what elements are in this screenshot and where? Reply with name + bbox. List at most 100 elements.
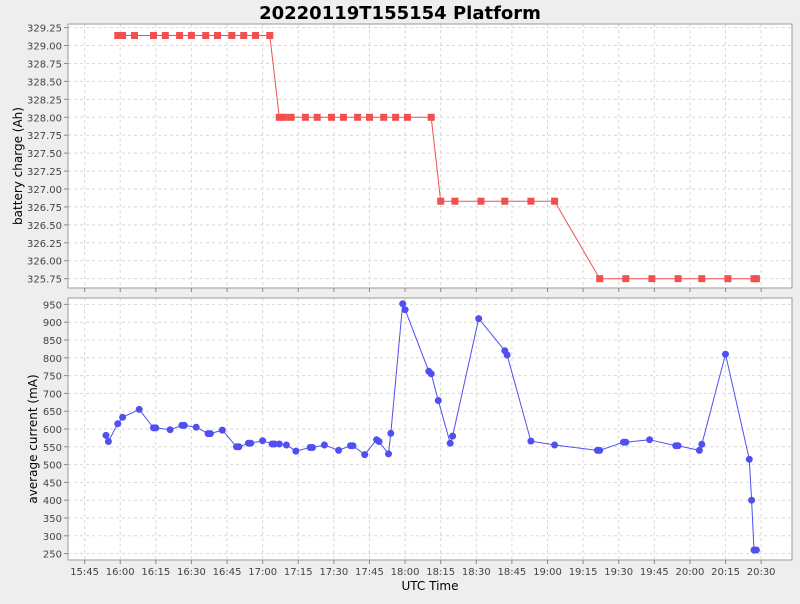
top-data-point [622, 275, 630, 283]
x-tick-label: 19:45 [640, 567, 669, 578]
bottom-y-tick-label: 550 [43, 443, 62, 454]
top-y-tick-label: 328.25 [27, 95, 62, 106]
x-tick-label: 18:45 [497, 567, 526, 578]
top-data-point [119, 32, 127, 39]
bottom-data-point [309, 444, 316, 451]
x-tick-label: 18:00 [391, 567, 420, 578]
top-data-point [674, 275, 682, 283]
top-y-tick-label: 328.75 [27, 59, 62, 70]
bottom-data-point [320, 441, 328, 449]
bottom-data-point [449, 432, 457, 440]
top-data-point [275, 113, 283, 121]
x-tick-label: 20:00 [676, 567, 705, 578]
x-tick-label: 19:15 [569, 567, 598, 578]
top-data-point [477, 197, 485, 205]
bottom-data-point [259, 437, 267, 445]
bottom-data-point [475, 315, 483, 323]
bottom-y-tick-label: 400 [43, 496, 62, 507]
top-data-point [313, 113, 321, 121]
top-y-tick-label: 326.50 [27, 221, 62, 232]
bottom-data-point [551, 441, 559, 449]
x-tick-label: 16:45 [213, 567, 242, 578]
bottom-y-tick-label: 950 [43, 300, 62, 311]
top-data-point [403, 113, 411, 121]
bottom-plot-border [67, 297, 793, 561]
top-data-point [228, 32, 236, 39]
top-y-tick-label: 326.75 [27, 203, 62, 214]
x-tick-label: 16:00 [106, 567, 135, 578]
top-y-tick-label: 327.00 [27, 185, 62, 196]
bottom-data-point [275, 440, 283, 448]
bottom-data-point [375, 438, 383, 445]
bottom-data-point [622, 438, 630, 446]
top-y-tick-label: 328.00 [27, 113, 62, 124]
bottom-y-tick-label: 300 [43, 532, 62, 543]
top-data-point [328, 113, 335, 121]
top-y-axis-label: battery charge (Ah) [11, 107, 25, 225]
bottom-data-point [674, 442, 682, 450]
bottom-data-point [385, 450, 392, 458]
top-data-point [451, 197, 459, 205]
bottom-data-point [349, 442, 357, 450]
bottom-y-tick-label: 850 [43, 336, 62, 347]
top-panel-battery-charge: 325.75 326.00 326.25 326.50 326.75 327.00 327.… [27, 23, 793, 292]
bottom-data-point [722, 350, 729, 358]
bottom-data-point [166, 426, 174, 434]
bottom-data-point [427, 370, 435, 378]
top-data-point [551, 197, 559, 205]
x-tick-label: 17:15 [284, 567, 313, 578]
top-data-point [131, 32, 138, 39]
bottom-data-point [206, 430, 214, 438]
top-data-point [752, 275, 760, 283]
top-data-point [648, 275, 656, 283]
x-tick-label: 17:00 [248, 567, 277, 578]
top-plot-area [68, 24, 792, 288]
top-y-tick-label: 329.00 [27, 42, 62, 53]
bottom-data-point [646, 436, 654, 444]
x-tick-label: 16:15 [141, 567, 170, 578]
top-data-point [266, 32, 274, 39]
bottom-data-point [698, 440, 706, 448]
x-tick-label: 19:00 [533, 567, 562, 578]
bottom-data-point [192, 423, 200, 431]
bottom-data-point [401, 306, 409, 314]
x-tick-label: 20:15 [711, 567, 740, 578]
x-tick-label: 17:30 [319, 567, 348, 578]
x-tick-label: 18:15 [426, 567, 455, 578]
top-data-point [698, 275, 706, 283]
bottom-data-point [152, 424, 160, 432]
top-data-point [187, 32, 195, 39]
bottom-y-tick-label: 350 [43, 514, 62, 525]
top-data-point [501, 197, 509, 205]
bottom-data-point [235, 443, 243, 451]
x-tick-label: 17:45 [355, 567, 384, 578]
top-y-tick-label: 325.75 [27, 275, 62, 286]
top-y-tick-label: 328.50 [27, 77, 62, 88]
top-data-point [214, 32, 221, 39]
bottom-data-point [104, 438, 112, 445]
bottom-y-tick-label: 750 [43, 372, 62, 383]
bottom-data-point [503, 351, 511, 359]
bottom-data-point [282, 441, 290, 449]
bottom-data-point [361, 451, 369, 459]
x-axis-label: UTC Time [402, 579, 459, 593]
top-y-tick-label: 327.50 [27, 149, 62, 160]
bottom-data-point [180, 421, 188, 429]
bottom-panel-average-current: 250 300 350 400 450 500 550 600 650 700 750 800 850 9… [43, 297, 793, 578]
bottom-y-tick-label: 450 [43, 478, 62, 489]
x-tick-label: 20:30 [747, 567, 776, 578]
top-data-point [366, 113, 373, 121]
bottom-data-point [114, 420, 122, 428]
top-data-point [280, 113, 288, 121]
top-data-point [339, 113, 347, 121]
top-data-point [202, 32, 210, 39]
bottom-y-tick-label: 650 [43, 407, 62, 418]
bottom-data-point [752, 546, 760, 554]
chart-title: 20220119T155154 Platform [259, 3, 541, 24]
top-y-tick-label: 329.25 [27, 24, 62, 35]
top-data-point [240, 32, 248, 39]
bottom-data-point [748, 496, 756, 504]
bottom-y-tick-label: 600 [43, 425, 62, 436]
